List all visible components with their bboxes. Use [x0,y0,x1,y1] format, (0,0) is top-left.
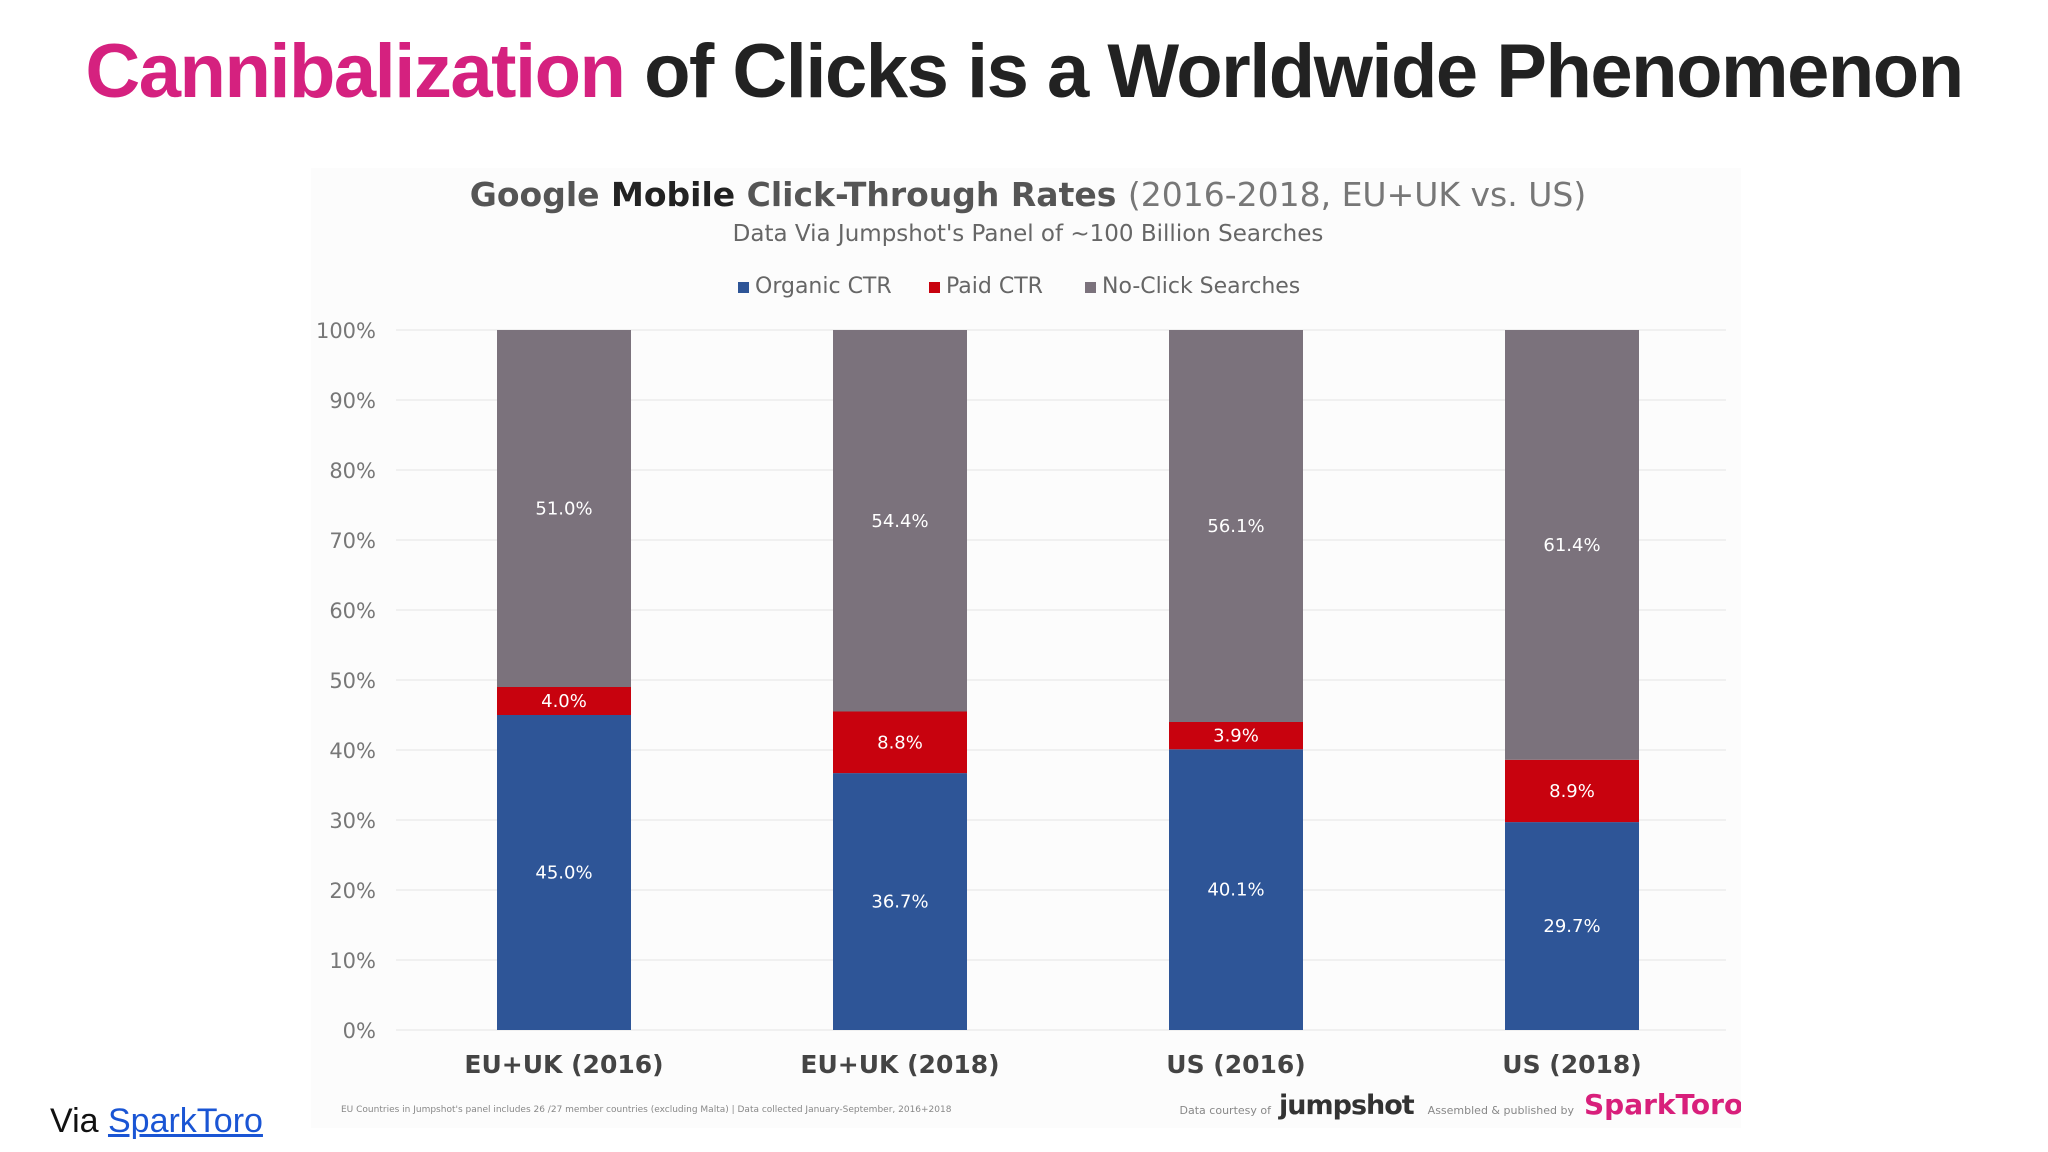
bar-value-label-3-0: 29.7% [1543,916,1600,937]
chart-footnote: EU Countries in Jumpshot's panel include… [341,1105,952,1115]
bar-value-label-1-2: 54.4% [871,511,928,532]
bar-value-label-0-0: 45.0% [535,863,592,884]
bar-value-label-3-1: 8.9% [1549,781,1595,802]
y-tick-label-8: 80% [329,459,376,483]
chart-subtitle: Data Via Jumpshot's Panel of ~100 Billio… [733,221,1324,247]
bar-value-label-0-1: 4.0% [541,691,587,712]
bar-segment-2-2 [1169,330,1303,722]
bar-value-label-1-0: 36.7% [871,892,928,913]
bar-segment-1-1 [833,711,967,774]
chart-title-part-2: Click-Through Rates [735,175,1128,214]
bar-segment-3-1 [1505,759,1639,823]
bar-segment-1-2 [833,330,967,712]
chart-title: Google Mobile Click-Through Rates (2016-… [470,175,1586,214]
y-tick-label-10: 100% [316,319,376,343]
y-tick-label-3: 30% [329,809,376,833]
bar-segment-0-2 [497,330,631,687]
legend-label-1: Paid CTR [946,274,1043,299]
legend-swatch-2 [1085,282,1096,293]
bar-segment-1-0 [833,773,967,1030]
x-tick-label-3: US (2018) [1502,1050,1641,1079]
y-tick-label-6: 60% [329,599,376,623]
bar-segment-2-1 [1169,722,1303,750]
y-tick-label-5: 50% [329,669,376,693]
bar-value-label-0-2: 51.0% [535,499,592,520]
y-tick-label-4: 40% [329,739,376,763]
y-tick-label-9: 90% [329,389,376,413]
x-tick-label-2: US (2016) [1166,1050,1305,1079]
bar-value-label-2-0: 40.1% [1207,880,1264,901]
slide-title-accent: Cannibalization [85,29,626,114]
bar-segment-3-0 [1505,822,1639,1030]
legend-swatch-1 [929,282,940,293]
x-tick-label-1: EU+UK (2018) [800,1050,999,1079]
publisher-credit-label: Assembled & published by [1428,1104,1575,1117]
bar-segment-0-1 [497,687,631,715]
source-credit: Via SparkToro [50,1102,263,1141]
y-tick-label-7: 70% [329,529,376,553]
bar-value-label-1-1: 8.8% [877,732,923,753]
slide-title: Cannibalization of Clicks is a Worldwide… [0,28,2048,115]
chart-panel: Google Mobile Click-Through Rates (2016-… [311,168,1741,1128]
slide-title-rest: of Clicks is a Worldwide Phenomenon [624,29,1964,114]
chart-title-part-3: (2016-2018, EU+UK vs. US) [1128,175,1586,214]
bar-segment-0-0 [497,715,631,1030]
sparktoro-link[interactable]: SparkToro [107,1102,263,1140]
stacked-bar-chart: Google Mobile Click-Through Rates (2016-… [316,175,1741,1121]
jumpshot-logo: jumpshot [1278,1090,1415,1121]
bar-value-label-2-1: 3.9% [1213,726,1259,747]
y-tick-label-1: 10% [329,949,376,973]
y-tick-label-0: 0% [343,1019,376,1043]
bar-value-label-3-2: 61.4% [1543,535,1600,556]
sparktoro-logo: SparkToro [1584,1088,1741,1121]
chart-title-part-1: Mobile [611,175,735,214]
legend-swatch-0 [738,282,749,293]
bar-value-label-2-2: 56.1% [1207,516,1264,537]
data-credit-label: Data courtesy of [1180,1104,1273,1117]
via-label: Via [50,1102,108,1140]
bar-segment-3-2 [1505,330,1639,760]
y-tick-label-2: 20% [329,879,376,903]
legend-label-2: No-Click Searches [1102,274,1300,299]
x-tick-label-0: EU+UK (2016) [464,1050,663,1079]
bar-segment-2-0 [1169,749,1303,1030]
chart-title-part-0: Google [470,175,611,214]
legend-label-0: Organic CTR [755,274,892,299]
